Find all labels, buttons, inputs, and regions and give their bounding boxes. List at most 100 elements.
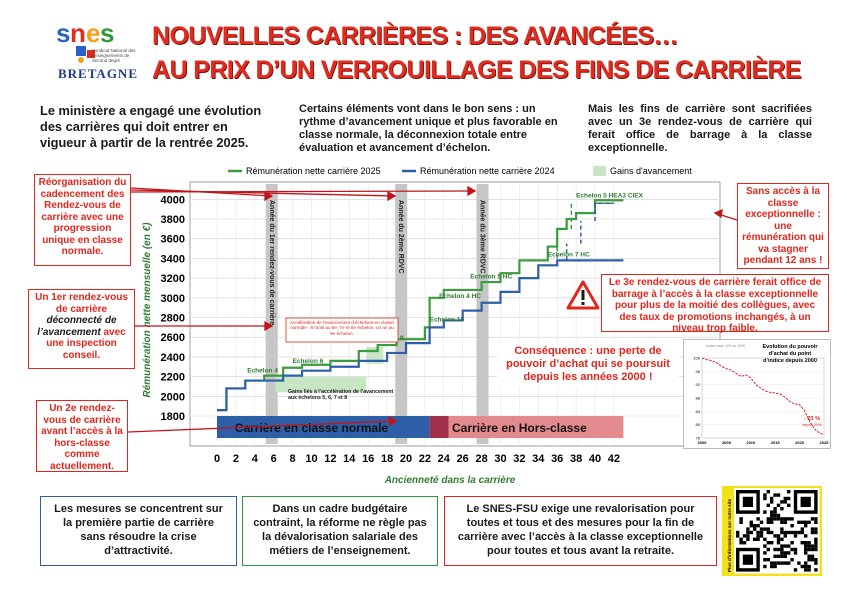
- inset-series-line: [701, 357, 825, 436]
- x-tick-label: 8: [290, 453, 296, 465]
- band-transition: [429, 416, 449, 438]
- y-tick-label: 4000: [161, 194, 185, 206]
- echelon-label: Echelon 4: [247, 368, 278, 375]
- x-tick-label: 38: [570, 453, 582, 465]
- series-line-2025: [217, 199, 624, 412]
- x-tick-label: 10: [305, 453, 317, 465]
- inset-title-1: Evolution du pouvoir: [763, 344, 819, 350]
- x-tick-label: 16: [362, 453, 374, 465]
- x-tick-label: 14: [343, 453, 356, 465]
- gain-areas: [275, 347, 384, 393]
- inset-purchasing-power-chart: Evolution du pouvoir d’achat du point d’…: [683, 339, 831, 449]
- inset-x-tick: 2015: [771, 440, 781, 445]
- y-tick-label: 1800: [161, 411, 185, 423]
- inset-annotation-sub: depuis 2000: [802, 423, 822, 427]
- x-tick-label: 6: [271, 453, 277, 465]
- series-projection-2025: [556, 202, 614, 259]
- x-axis-label: Ancienneté dans la carrière: [384, 475, 516, 486]
- y-tick-label: 2200: [161, 372, 185, 384]
- band-label-normale: Carrière en classe normale: [235, 421, 389, 435]
- x-tick-label: 42: [608, 453, 620, 465]
- inset-y-tick: 80: [696, 422, 701, 427]
- inset-x-tick: 2005: [722, 440, 732, 445]
- rdv-label: Année du 1er rendez-vous de carrière: [268, 200, 275, 325]
- y-tick-label: 2800: [161, 313, 185, 325]
- x-tick-label: 40: [589, 453, 601, 465]
- inset-y-tick: 92: [696, 382, 701, 387]
- x-tick-label: 12: [324, 453, 336, 465]
- intro-col3: Mais les fins de carrière sont sacrifiée…: [588, 103, 812, 154]
- inset-y-tick: 84: [696, 409, 701, 414]
- callout-first-rdv: Un 1er rendez-vous de carrière déconnect…: [28, 289, 135, 369]
- logo-region: BRETAGNE: [58, 66, 138, 81]
- y-tick-label: 2000: [161, 391, 185, 403]
- page-title-line2: AU PRIX D’UN VERROUILLAGE DES FINS DE CA…: [152, 56, 801, 84]
- x-tick-label: 18: [381, 453, 393, 465]
- legend-item-gains: Gains d'avancement: [610, 166, 692, 176]
- callout-third-rdv: Le 3e rendez-vous de carrière ferait off…: [601, 274, 829, 334]
- y-tick-label: 3000: [161, 293, 185, 305]
- qr-label: Plus d'informations sur notre site: [727, 498, 732, 572]
- x-tick-label: 22: [419, 453, 431, 465]
- inset-title-3: d’indice depuis 2000: [763, 358, 817, 364]
- bottom-box-budget: Dans un cadre budgétaire contraint, la r…: [242, 496, 438, 566]
- y-tick-label: 3600: [161, 234, 185, 246]
- y-tick-label: 2400: [161, 352, 185, 364]
- x-axis-ticks: 0 2 4 6 8 10 12 14 16 18 20 22 24 26 28 30 32 34 36 38 40 42: [214, 453, 620, 465]
- inset-y-tick: 76: [696, 436, 701, 441]
- inset-y-tick: 88: [696, 396, 701, 401]
- y-tick-label: 2600: [161, 332, 185, 344]
- rdv-column: [395, 184, 408, 444]
- rdv-label: Année du 3ème RDVC: [478, 200, 485, 274]
- inset-x-tick: 2025: [820, 440, 830, 445]
- page-title-line1: NOUVELLES CARRIÈRES : DES AVANCÉES…: [152, 22, 678, 50]
- echelon-label: Echelon 7 HC: [548, 251, 590, 258]
- rdv-column: [265, 184, 278, 444]
- chart-series: [217, 199, 624, 412]
- echelon-label: Echelon 5 HEA3 CIEX: [576, 192, 643, 199]
- y-axis-ticks: 1800 2000 2200 2400 2600 2800 3000 3200 3400 3600…: [161, 194, 185, 423]
- echelon-label: Echelon 6: [293, 358, 324, 365]
- x-tick-label: 32: [513, 453, 525, 465]
- rdv-label: Année du 2ème RDVC: [397, 200, 404, 274]
- inset-x-tick: 2000: [698, 440, 708, 445]
- svg-text:s: s: [56, 18, 70, 48]
- gains-note: Gains liés à l’accélération de l’avancem…: [288, 389, 394, 402]
- x-tick-label: 26: [457, 453, 469, 465]
- x-tick-label: 30: [494, 453, 506, 465]
- x-tick-label: 24: [438, 453, 451, 465]
- callout-arrows: [127, 185, 738, 433]
- legend-item-2024: Rémunération nette carrière 2024: [420, 166, 555, 176]
- y-tick-label: 3400: [161, 253, 185, 265]
- inset-annotation: - 23 %: [804, 416, 820, 422]
- series-line-2024: [217, 259, 624, 412]
- warning-icon: [566, 280, 600, 310]
- chart-legend: Rémunération nette carrière 2025 Rémunér…: [228, 166, 692, 176]
- svg-text:s: s: [100, 18, 114, 48]
- rdv-column: [476, 184, 489, 444]
- y-tick-label: 3800: [161, 214, 185, 226]
- series-projection-2024: [565, 202, 614, 261]
- rdv-columns: Année du 1er rendez-vous de carrière Anné…: [265, 184, 489, 444]
- svg-text:n: n: [70, 18, 86, 48]
- career-bands: Carrière en classe normale Carrière en Ho…: [217, 416, 624, 438]
- band-label-hors: Carrière en Hors-classe: [452, 421, 587, 435]
- x-tick-label: 2: [233, 453, 239, 465]
- legend-item-2025: Rémunération nette carrière 2025: [246, 166, 381, 176]
- bottom-box-demands: Le SNES-FSU exige une revalorisation pou…: [444, 496, 717, 566]
- band-hors-classe: [448, 416, 624, 438]
- callout-no-access: Sans accès à la classe exceptionnelle : …: [737, 183, 829, 269]
- x-tick-label: 0: [214, 453, 220, 465]
- x-tick-label: 4: [252, 453, 259, 465]
- inset-subtitle: indice base 100 en 2000: [706, 344, 745, 348]
- callout-reorganisation: Réorganisation du cadencement des Rendez…: [34, 174, 131, 266]
- logo-subtitle: Syndicat National des Enseignements de S…: [92, 48, 136, 63]
- x-tick-label: 20: [400, 453, 412, 465]
- y-tick-label: 3200: [161, 273, 185, 285]
- echelon-label: Echelon 5 HC: [470, 274, 512, 281]
- inset-y-tick: 96: [696, 369, 701, 374]
- x-tick-label: 34: [532, 453, 545, 465]
- inset-x-tick: 2020: [795, 440, 805, 445]
- qr-code[interactable]: Plus d'informations sur notre site: [722, 486, 822, 576]
- intro-col2: Certains éléments vont dans le bon sens …: [299, 103, 558, 154]
